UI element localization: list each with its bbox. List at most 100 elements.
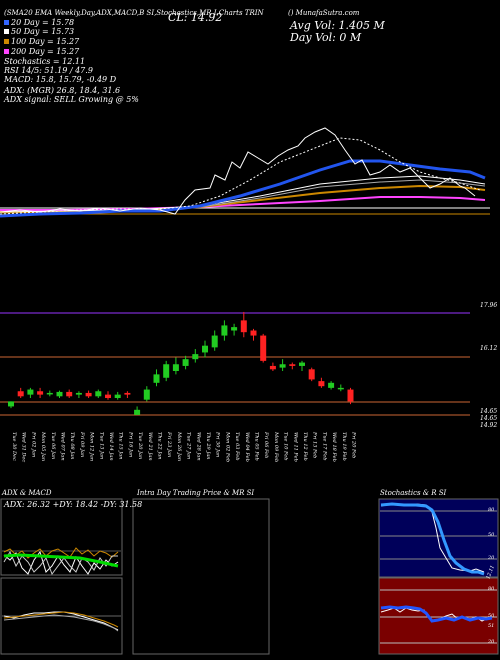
stoch-d-line [380, 502, 485, 576]
plus-di-line [3, 550, 119, 575]
macd-readout: MACD: 15.8, 15.79, -0.49 D [4, 75, 117, 84]
date-tick-label: Mon 02 Feb [224, 431, 230, 462]
date-tick-label: Thu 15 Jan [118, 432, 124, 460]
date-tick-label: Wed 28 Jan [195, 432, 201, 461]
legend-100-swatch [4, 39, 9, 44]
candle-body [172, 364, 179, 371]
candle-body [192, 354, 199, 360]
stoch-tick-50: 50 [488, 532, 495, 538]
date-tick-label: Thu 12 Feb [302, 432, 308, 461]
date-axis: Tue 30 Dec Wed 31 Dec Fri 02 Jan Mon 05 Jan… [11, 431, 357, 462]
candle-body [163, 364, 170, 378]
date-tick-label: Mon 09 Feb [273, 431, 279, 462]
candle-body [182, 359, 189, 366]
legend-200-swatch [4, 49, 9, 54]
candle-body [337, 387, 344, 390]
date-tick-label: Tue 03 Feb [234, 432, 240, 460]
stoch-panel-title: Stochastics & R SI [380, 489, 447, 497]
candle-body [8, 401, 14, 407]
date-tick-label: Fri 23 Jan [166, 431, 172, 457]
adx-readout: ADX: (MGR) 26.8, 18.4, 31.6 [4, 86, 121, 95]
date-tick-label: Thu 29 Jan [205, 432, 211, 460]
legend-200-day: 200 Day = 15.27 [4, 47, 79, 56]
ma-20-line [0, 159, 486, 218]
candle-body [134, 409, 141, 415]
legend-20-day: 20 Day = 15.78 [4, 18, 74, 27]
candle-body [299, 362, 305, 366]
rsi-tick-50: 50 [488, 613, 495, 619]
legend-50-swatch [4, 29, 9, 34]
minus-di-line [3, 550, 118, 576]
stoch-tick-80: 80 [488, 507, 495, 513]
date-tick-label: Mon 26 Jan [176, 431, 182, 461]
adx-macd-panel [0, 498, 123, 655]
adx-panel-values: ADX: 26.32 +DY: 18.42 -DY: 31.58 [4, 500, 143, 509]
date-tick-label: Wed 07 Jan [60, 432, 66, 461]
date-tick-label: Mon 05 Jan [40, 431, 46, 461]
rsi-readout: RSI 14/5: 51.19 / 47.9 [4, 66, 93, 75]
candle-body [308, 369, 315, 380]
rsi-tick-80: 80 [488, 586, 495, 592]
date-tick-label: Tue 17 Feb [321, 432, 327, 460]
day-vol-label: Day Vol: 0 M [290, 31, 362, 44]
avg-vol-label: Avg Vol: 1.405 M [290, 19, 385, 32]
price-line [0, 127, 476, 215]
date-tick-label: Tue 13 Jan [98, 432, 104, 459]
date-tick-label: Thu 05 Feb [254, 432, 260, 461]
candle-body [211, 335, 218, 348]
legend-50-day: 50 Day = 15.73 [4, 27, 74, 36]
candle-body [231, 327, 238, 331]
candle-body [250, 330, 257, 336]
macd-signal-line [3, 611, 119, 628]
date-tick-label: Fri 02 Jan [30, 431, 36, 457]
candle-body [114, 394, 121, 398]
ma-short-dotted-line [0, 137, 481, 215]
intraday-panel-title: Intra Day Trading Price & MR SI [137, 489, 255, 497]
rsi-box [378, 577, 499, 655]
candle-body [66, 391, 73, 397]
rsi-tick-20: 20 [488, 639, 495, 645]
candle-body [269, 365, 276, 370]
date-tick-label: Wed 04 Feb [244, 432, 250, 462]
candle-body [260, 335, 267, 361]
stoch-tick-20: 20 [488, 555, 495, 561]
ma-200-line [0, 196, 486, 211]
date-tick-label: Wed 31 Dec [21, 432, 27, 462]
stochastics-readout: Stochastics = 12.11 [4, 57, 86, 66]
date-tick-label: Wed 11 Feb [292, 432, 298, 462]
candle-body [124, 392, 131, 395]
candle-body [328, 382, 335, 388]
date-tick-label: Tue 06 Jan [50, 432, 56, 459]
candle-body [37, 391, 44, 395]
intraday-box [132, 498, 270, 655]
mrsi-line [380, 605, 493, 623]
legend-200-text: 200 Day = 15.27 [11, 47, 80, 56]
candlestick-panel: Tue 30 Dec Wed 31 Dec Fri 02 Jan Mon 05 Jan… [0, 311, 470, 462]
candle-body [153, 374, 160, 383]
date-tick-label: Wed 18 Feb [331, 432, 337, 462]
candle-body [17, 391, 24, 397]
adx-green-line [3, 553, 119, 568]
adx-panel-title: ADX & MACD [2, 489, 52, 497]
legend-100-day: 100 Day = 15.27 [4, 37, 79, 46]
price-label-16: 16.12 [480, 345, 498, 352]
candle-body [318, 381, 325, 387]
candle-body [202, 345, 208, 353]
rsi-last-value: 51 [488, 623, 495, 629]
date-tick-label: Fri 20 Feb [351, 431, 357, 458]
candle-body [85, 392, 92, 397]
date-tick-label: Thu 19 Feb [341, 432, 347, 461]
candle-body [279, 364, 286, 368]
candle-body [143, 389, 150, 400]
candle-body [240, 320, 247, 333]
date-tick-label: Fri 16 Jan [127, 431, 133, 457]
candle-body [289, 364, 296, 366]
date-tick-label: Tue 30 Dec [11, 432, 17, 461]
date-tick-label: Tue 10 Feb [283, 432, 289, 460]
date-tick-label: Fri 30 Jan [215, 431, 221, 457]
munafa-label: () MunafaSutra.com [288, 9, 360, 17]
date-tick-label: Fri 06 Feb [263, 431, 269, 458]
price-label-last: 14.92 [480, 422, 498, 429]
candle-body [105, 394, 111, 398]
